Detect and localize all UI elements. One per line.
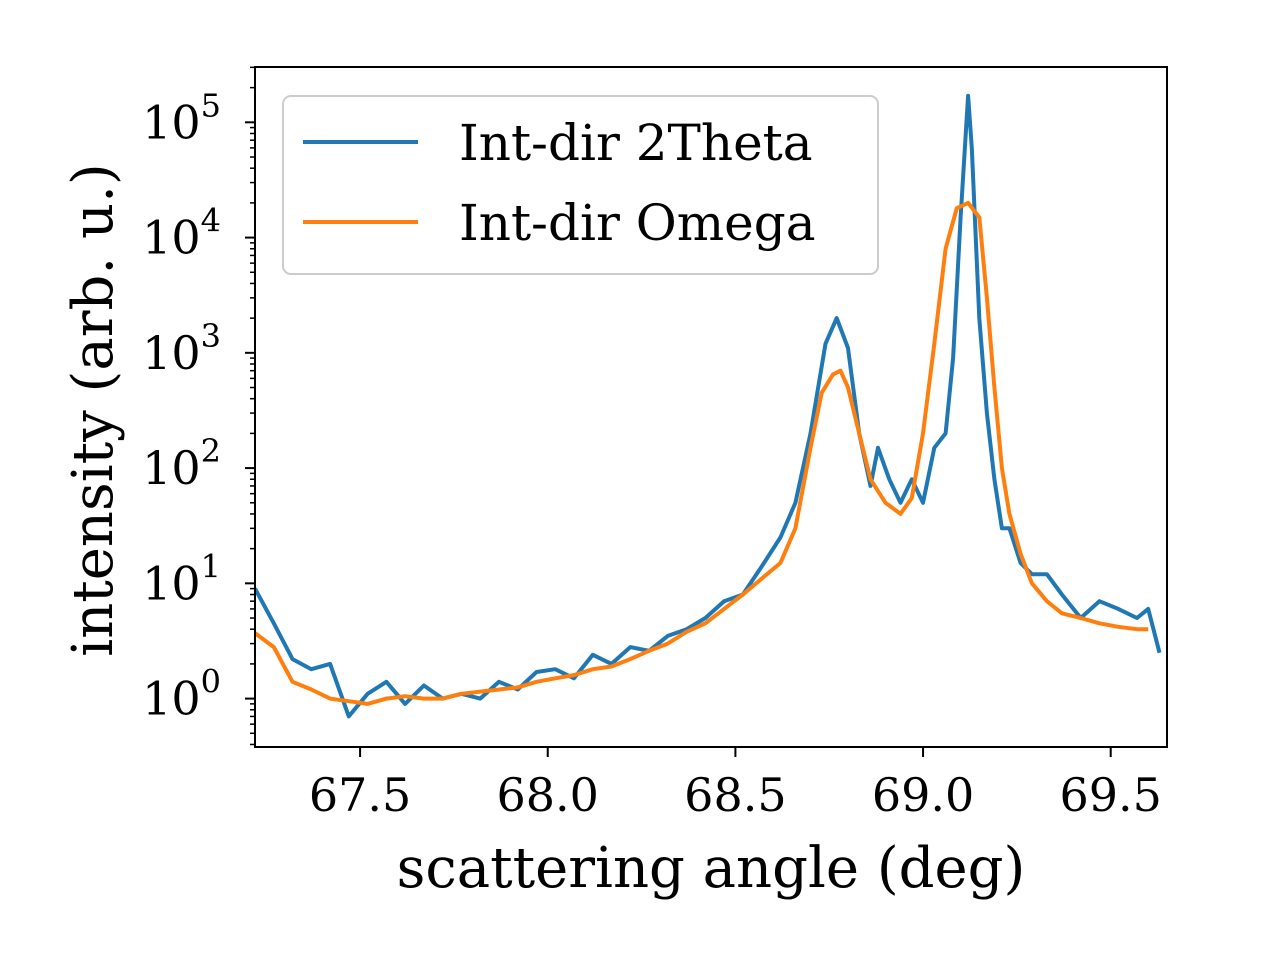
y-tick-label: 104 — [142, 202, 221, 265]
y-tick-label: 103 — [142, 317, 221, 380]
x-tick-label: 67.5 — [309, 768, 411, 822]
y-axis-title: intensity (arb. u.) — [61, 163, 126, 656]
y-tick-label: 102 — [142, 432, 221, 495]
legend-label-2theta: Int-dir 2Theta — [459, 114, 813, 172]
y-tick-label: 101 — [142, 547, 221, 610]
legend-label-omega: Int-dir Omega — [459, 194, 816, 252]
x-tick-label: 68.5 — [684, 768, 786, 822]
x-tick-label: 68.0 — [497, 768, 599, 822]
x-axis-title: scattering angle (deg) — [397, 836, 1026, 901]
series-layer — [255, 93, 1162, 719]
y-axis: 100 101 102 103 104 105 — [142, 66, 255, 746]
plot-frame — [254, 66, 1168, 748]
y-tick-label: 105 — [142, 86, 221, 149]
y-tick-label: 100 — [142, 663, 221, 726]
series-line-omega — [255, 200, 1149, 706]
x-axis: 67.5 68.0 68.5 69.0 69.5 — [309, 747, 1162, 822]
x-tick-label: 69.0 — [872, 768, 974, 822]
x-tick-label: 69.5 — [1059, 768, 1161, 822]
legend: Int-dir 2Theta Int-dir Omega — [282, 95, 879, 275]
legend-box — [282, 95, 879, 275]
